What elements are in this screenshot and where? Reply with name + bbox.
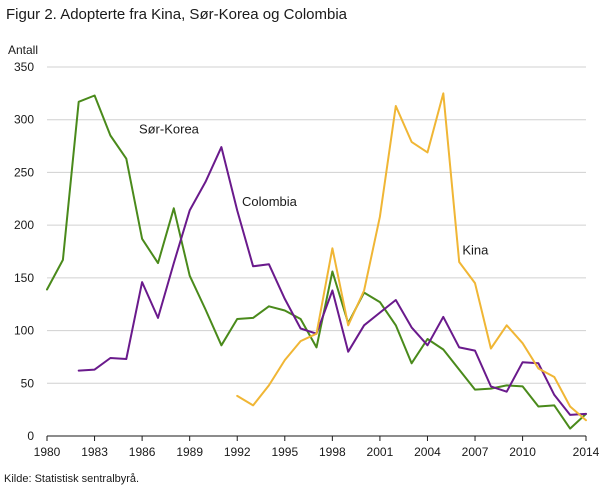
x-tick-label: 2001 <box>367 445 394 459</box>
source-note: Kilde: Statistisk sentralbyrå. <box>4 473 140 485</box>
series-line-kina <box>236 92 587 422</box>
series-label: Colombia <box>242 194 298 209</box>
series-label: Kina <box>462 243 489 258</box>
series-label: Sør-Korea <box>139 121 200 136</box>
x-tick-label: 2007 <box>462 445 489 459</box>
chart-title: Figur 2. Adopterte fra Kina, Sør-Korea o… <box>6 6 348 23</box>
x-tick-label: 2004 <box>414 445 441 459</box>
y-tick-label: 300 <box>14 113 34 127</box>
y-axis-title: Antall <box>8 43 38 57</box>
x-tick-label: 2014 <box>573 445 600 459</box>
y-tick-label: 100 <box>14 324 34 338</box>
y-tick-label: 50 <box>21 376 35 390</box>
y-tick-label: 150 <box>14 271 34 285</box>
y-tick-label: 200 <box>14 218 34 232</box>
y-tick-label: 350 <box>14 60 34 74</box>
series-line-s-r-korea <box>46 94 587 430</box>
y-tick-label: 250 <box>14 165 34 179</box>
x-tick-label: 1998 <box>319 445 346 459</box>
x-tick-label: 1983 <box>81 445 108 459</box>
x-tick-label: 1989 <box>176 445 203 459</box>
x-tick-label: 1995 <box>271 445 298 459</box>
x-tick-label: 1986 <box>129 445 156 459</box>
x-tick-label: 1992 <box>224 445 251 459</box>
x-tick-label: 2010 <box>509 445 536 459</box>
series-line-colombia <box>77 146 587 416</box>
x-tick-label: 1980 <box>34 445 61 459</box>
y-tick-label: 0 <box>27 429 34 443</box>
